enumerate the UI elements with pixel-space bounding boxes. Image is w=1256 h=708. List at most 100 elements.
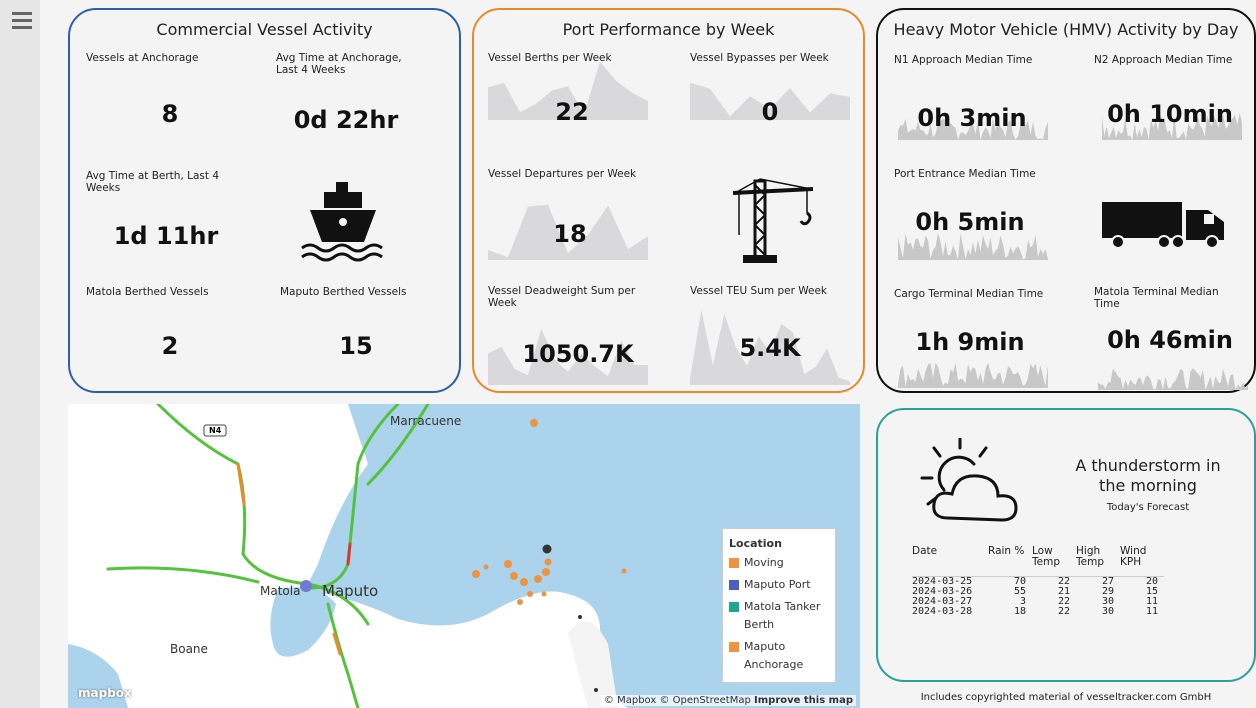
table-cell: 2024-03-25 bbox=[912, 576, 973, 587]
tile-label: Cargo Terminal Median Time bbox=[894, 288, 1044, 300]
panel-title: Commercial Vessel Activity bbox=[156, 20, 373, 39]
hmv-panel: Heavy Motor Vehicle (HMV) Activity by Da… bbox=[876, 8, 1256, 393]
tile-value: 1050.7K bbox=[522, 340, 634, 368]
tile-value: 15 bbox=[339, 332, 373, 360]
legend-swatch bbox=[729, 558, 739, 568]
table-cell: 11 bbox=[1145, 606, 1158, 617]
weather-panel: A thunderstorm in the morning Today's Fo… bbox=[876, 408, 1256, 682]
table-cell: 29 bbox=[1101, 586, 1114, 597]
legend-item: Matola Tanker Berth bbox=[729, 598, 829, 634]
tile-value: 0h 10min bbox=[1107, 100, 1233, 128]
tile-value: 5.4K bbox=[739, 334, 801, 362]
table-cell: 70 bbox=[1013, 576, 1026, 587]
tile-label: Matola Berthed Vessels bbox=[86, 286, 209, 298]
table-cell: 18 bbox=[1013, 606, 1026, 617]
sparkline bbox=[488, 328, 648, 385]
tile-label: Vessel Berths per Week bbox=[488, 52, 612, 64]
footer-note: Includes copyrighted material of vesselt… bbox=[920, 692, 1212, 703]
tile-value: 0h 5min bbox=[915, 208, 1025, 236]
weather-summary: A thunderstorm in the morning bbox=[1075, 456, 1221, 495]
ship-icon bbox=[301, 182, 383, 262]
sparkline bbox=[690, 82, 850, 120]
table-cell: 55 bbox=[1013, 586, 1026, 597]
legend-swatch bbox=[729, 642, 739, 652]
sparkline-area bbox=[898, 232, 1048, 260]
table-row: 2024-03-28 18 22 30 11 bbox=[912, 607, 1164, 617]
table-cell: 2024-03-26 bbox=[912, 586, 973, 597]
column-header: Wind KPH bbox=[1120, 546, 1164, 577]
forecast-table: Date Rain % Low Temp High Temp Wind KPH 2024-… bbox=[912, 546, 1164, 617]
sparkline-area bbox=[690, 310, 850, 385]
sparkline bbox=[898, 118, 1048, 140]
legend-swatch bbox=[729, 602, 739, 612]
table-cell: 11 bbox=[1145, 596, 1158, 607]
sparkline bbox=[690, 310, 850, 385]
place-label: Marracuene bbox=[390, 414, 462, 428]
truck-icon bbox=[1102, 202, 1224, 249]
table-row: 2024-03-26 55 21 29 15 bbox=[912, 587, 1164, 597]
place-label: Matola bbox=[260, 584, 301, 598]
table-cell: 30 bbox=[1101, 596, 1114, 607]
road-label: N4 bbox=[209, 426, 222, 435]
map[interactable]: N4 Marracuene Matola Maputo Boane Locati… bbox=[68, 404, 860, 708]
column-header: Low Temp bbox=[1032, 546, 1076, 577]
table-cell: 2024-03-28 bbox=[912, 606, 973, 617]
column-header: Date bbox=[912, 546, 988, 577]
tile-label: Vessel Departures per Week bbox=[488, 168, 637, 180]
tile-label: Vessels at Anchorage bbox=[86, 52, 199, 64]
legend-label: Maputo Port bbox=[744, 578, 811, 591]
forecast-table-wrap: Date Rain % Low Temp High Temp Wind KPH 2024-… bbox=[912, 546, 1164, 617]
tile-label: Maputo Berthed Vessels bbox=[280, 286, 407, 298]
legend-item: Moving bbox=[729, 554, 829, 572]
table-cell: 30 bbox=[1101, 606, 1114, 617]
tile-label: Vessel Deadweight Sum per Week bbox=[488, 285, 636, 309]
table-cell: 15 bbox=[1145, 586, 1158, 597]
table-cell: 22 bbox=[1057, 576, 1070, 587]
legend-item: Maputo Port bbox=[729, 576, 829, 594]
sparkline bbox=[1098, 368, 1248, 390]
sparkline bbox=[488, 61, 648, 120]
table-cell: 22 bbox=[1057, 596, 1070, 607]
sparkline bbox=[898, 232, 1048, 260]
menu-button[interactable] bbox=[0, 0, 40, 40]
legend-item: Maputo Anchorage bbox=[729, 638, 829, 674]
tile-label: Matola Terminal Median Time bbox=[1094, 286, 1219, 310]
table-cell: 22 bbox=[1057, 606, 1070, 617]
map-attribution: © Mapbox © OpenStreetMap Improve this ma… bbox=[600, 695, 856, 706]
tile-value: 1d 11hr bbox=[113, 222, 219, 250]
tile-label: Avg Time at Berth, Last 4 Weeks bbox=[86, 170, 220, 194]
legend-label: Moving bbox=[744, 556, 784, 569]
table-cell: 2024-03-27 bbox=[912, 596, 973, 607]
column-header: Rain % bbox=[988, 546, 1032, 577]
sparkline-area bbox=[488, 204, 648, 260]
tile-label: N2 Approach Median Time bbox=[1094, 54, 1233, 66]
sidebar bbox=[0, 0, 40, 708]
port-panel: Port Performance by Week Vessel Berths p… bbox=[472, 8, 865, 393]
sparkline-area bbox=[488, 61, 648, 120]
table-row: 2024-03-25 70 22 27 20 bbox=[912, 577, 1164, 588]
map-layer bbox=[68, 404, 860, 708]
panel-title: Heavy Motor Vehicle (HMV) Activity by Da… bbox=[893, 20, 1239, 39]
tile-value: 22 bbox=[555, 98, 589, 126]
table-row: 2024-03-27 3 22 30 11 bbox=[912, 597, 1164, 607]
tile-value: 18 bbox=[553, 220, 587, 248]
map-legend: Location Moving Maputo Port Matola Tanker … bbox=[722, 528, 836, 683]
sparkline bbox=[488, 204, 648, 260]
tile-label: Vessel TEU Sum per Week bbox=[690, 285, 827, 297]
crane-icon bbox=[732, 178, 814, 263]
tile-label: N1 Approach Median Time bbox=[894, 54, 1033, 66]
place-label: Boane bbox=[170, 642, 208, 656]
improve-link[interactable]: Improve this map bbox=[754, 695, 853, 706]
weather-subtitle: Today's Forecast bbox=[1106, 502, 1190, 513]
legend-swatch bbox=[729, 580, 739, 590]
sparkline-area bbox=[898, 118, 1048, 140]
sparkline-area bbox=[1098, 368, 1248, 390]
tile-label: Port Entrance Median Time bbox=[894, 168, 1036, 180]
column-header: High Temp bbox=[1076, 546, 1120, 577]
weather-icon bbox=[920, 438, 1018, 522]
sparkline-area bbox=[898, 362, 1048, 388]
panel-title: Port Performance by Week bbox=[562, 20, 775, 39]
tile-value: 2 bbox=[161, 332, 179, 360]
vessel-panel: Commercial Vessel Activity Vessels at An… bbox=[68, 8, 461, 393]
